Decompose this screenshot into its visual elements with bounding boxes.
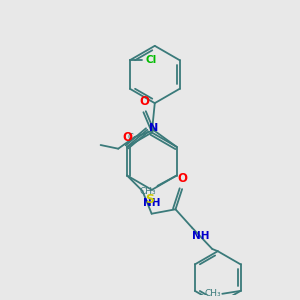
Text: S: S (145, 193, 154, 206)
Text: O: O (177, 172, 187, 185)
Text: C: C (128, 133, 134, 142)
Text: Cl: Cl (146, 55, 157, 65)
Text: CH₃: CH₃ (204, 289, 221, 298)
Text: O: O (122, 131, 132, 144)
Text: NH: NH (143, 198, 160, 208)
Text: NH: NH (192, 231, 209, 241)
Text: CH₃: CH₃ (140, 187, 156, 196)
Text: N: N (149, 123, 159, 134)
Text: O: O (140, 94, 150, 108)
